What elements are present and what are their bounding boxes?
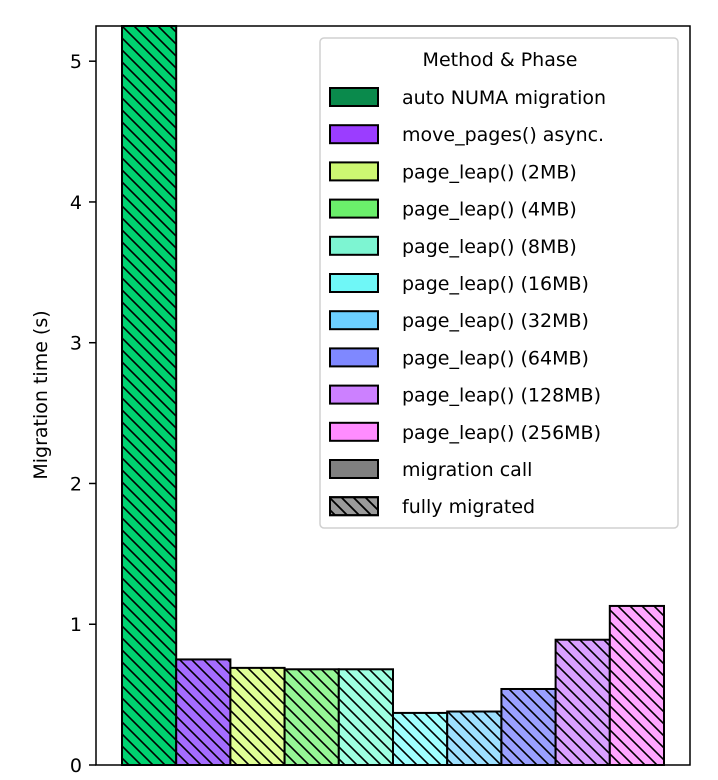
bar-2 — [175, 658, 232, 767]
bar-3 — [229, 666, 286, 766]
bar-hatch — [446, 710, 503, 767]
legend: Method & Phase auto NUMA migration move_p… — [319, 37, 679, 529]
bar-10 — [608, 604, 665, 766]
bar-8 — [500, 687, 557, 767]
y-tick-label: 3 — [70, 333, 82, 355]
bar-hatch — [175, 658, 232, 767]
bar-hatch — [121, 25, 178, 766]
legend-label: fully migrated — [402, 496, 535, 518]
bar-hatch — [554, 638, 611, 767]
legend-label: move_pages() async. — [402, 124, 604, 146]
legend-swatch — [329, 161, 379, 182]
legend-item: page_leap() (16MB) — [329, 273, 589, 295]
legend-swatch — [329, 198, 379, 219]
legend-swatch — [329, 124, 379, 145]
bar-hatch — [229, 666, 286, 766]
y-tick-label: 0 — [70, 755, 82, 776]
y-tick-label: 5 — [70, 51, 82, 73]
y-tick-label: 2 — [70, 473, 82, 495]
legend-swatch — [329, 87, 379, 107]
legend-swatch — [329, 384, 379, 405]
legend-swatch — [329, 273, 379, 293]
bar-hatch — [500, 687, 557, 767]
bar-9 — [554, 638, 611, 767]
legend-item: page_leap() (256MB) — [329, 421, 601, 444]
legend-label: page_leap() (64MB) — [402, 347, 589, 369]
legend-label: page_leap() (2MB) — [402, 161, 577, 183]
bar-hatch — [392, 711, 449, 766]
legend-label: page_leap() (4MB) — [402, 199, 577, 221]
legend-label: auto NUMA migration — [402, 87, 606, 109]
legend-item: migration call — [329, 459, 532, 481]
legend-item: page_leap() (2MB) — [329, 161, 577, 183]
bar-4 — [283, 668, 340, 767]
bar-5 — [337, 668, 394, 767]
bar-hatch — [337, 668, 394, 767]
legend-item: page_leap() (8MB) — [329, 235, 577, 258]
y-tick-label: 4 — [70, 192, 82, 214]
bar-6 — [392, 711, 449, 766]
legend-label: page_leap() (128MB) — [402, 385, 601, 407]
legend-swatch — [329, 459, 379, 479]
bar-hatch — [608, 604, 665, 766]
legend-label: page_leap() (16MB) — [402, 273, 589, 295]
legend-item: page_leap() (4MB) — [329, 198, 577, 221]
legend-label: page_leap() (256MB) — [402, 422, 601, 444]
legend-item: page_leap() (128MB) — [329, 384, 601, 407]
legend-swatch-hatch — [329, 496, 379, 517]
legend-swatch — [329, 347, 379, 368]
legend-label: page_leap() (32MB) — [402, 310, 589, 332]
legend-swatch — [329, 421, 379, 442]
legend-item: fully migrated — [329, 496, 535, 518]
y-axis-label: Migration time (s) — [30, 310, 52, 479]
y-axis: 0 1 2 3 4 5 — [70, 51, 96, 777]
bar-7 — [446, 710, 503, 767]
legend-frame — [319, 37, 679, 529]
legend-swatch — [329, 235, 379, 256]
bars-layer — [121, 25, 665, 767]
plot-frame — [95, 25, 691, 766]
legend-item: auto NUMA migration — [329, 87, 606, 109]
legend-item: page_leap() (64MB) — [329, 347, 589, 369]
y-tick-label: 1 — [70, 614, 82, 636]
bar-1 — [121, 25, 178, 766]
legend-label: migration call — [402, 459, 532, 481]
legend-title: Method & Phase — [423, 49, 578, 71]
legend-item: page_leap() (32MB) — [329, 310, 589, 332]
legend-item: move_pages() async. — [329, 124, 604, 146]
bar-hatch — [283, 668, 340, 767]
legend-swatch — [329, 310, 379, 331]
legend-label: page_leap() (8MB) — [402, 236, 577, 258]
